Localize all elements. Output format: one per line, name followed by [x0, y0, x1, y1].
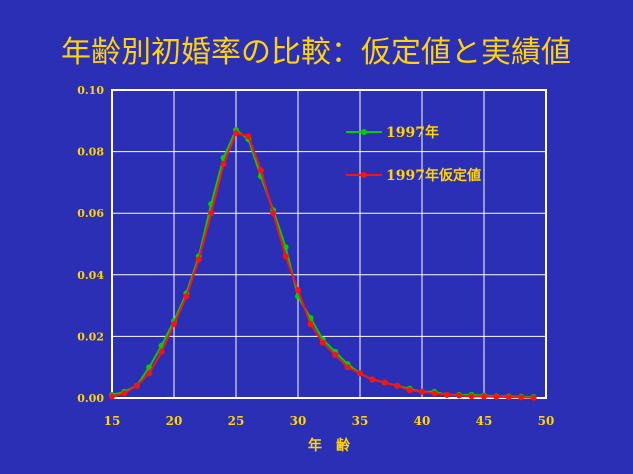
data-point	[493, 393, 500, 400]
data-point	[332, 351, 339, 358]
y-tick-label: 0.04	[77, 269, 104, 282]
legend-label-1997: 1997年	[386, 124, 439, 141]
data-point	[381, 379, 388, 386]
data-point	[233, 130, 239, 137]
data-point	[518, 394, 525, 401]
x-axis-label: 年 齢	[308, 437, 351, 454]
legend-marker-1997-assumed	[361, 172, 367, 178]
series-layer	[109, 127, 537, 401]
x-tick-label: 15	[104, 414, 121, 428]
data-point	[394, 382, 401, 389]
data-point	[456, 392, 463, 399]
legend-marker-1997	[361, 129, 367, 135]
x-tick-label: 35	[352, 414, 369, 428]
legend: 1997年 1997年仮定値	[346, 124, 481, 184]
y-axis-tick-labels: 0.00 0.02 0.04 0.06 0.08 0.10	[77, 84, 104, 405]
data-point	[146, 364, 153, 371]
data-point	[431, 390, 438, 397]
data-point	[195, 256, 202, 263]
grid	[112, 90, 546, 398]
chart-title: 年齢別初婚率の比較：仮定値と実績値	[61, 35, 571, 70]
y-tick-label: 0.02	[77, 330, 104, 343]
x-axis-tick-labels: 15 20 25 30 35 40 45 50	[104, 414, 555, 428]
data-point	[443, 391, 450, 398]
data-point	[468, 393, 475, 400]
data-point	[270, 210, 277, 217]
data-point	[307, 321, 314, 328]
x-tick-label: 20	[166, 414, 183, 428]
data-point	[344, 364, 351, 371]
data-point	[183, 293, 190, 300]
data-point	[109, 393, 115, 400]
y-tick-label: 0.00	[77, 392, 104, 405]
data-point	[220, 160, 227, 167]
x-tick-label: 30	[290, 414, 307, 428]
x-tick-label: 40	[414, 414, 431, 428]
legend-label-1997-assumed: 1997年仮定値	[386, 167, 481, 184]
data-point	[295, 287, 301, 294]
y-tick-label: 0.10	[77, 84, 104, 97]
data-point	[406, 387, 413, 394]
x-tick-label: 50	[538, 414, 555, 428]
data-point	[245, 133, 252, 140]
data-point	[121, 390, 128, 397]
data-point	[282, 253, 289, 260]
x-tick-label: 45	[476, 414, 493, 428]
data-point	[357, 370, 363, 377]
data-point	[208, 210, 215, 217]
plot-area	[111, 89, 547, 399]
data-point	[419, 388, 425, 395]
data-point	[505, 394, 512, 401]
y-tick-label: 0.08	[77, 146, 104, 159]
data-point	[158, 348, 165, 355]
data-point	[369, 376, 376, 383]
data-point	[530, 394, 537, 401]
data-point	[481, 393, 487, 400]
series-1	[109, 130, 537, 401]
data-point	[171, 321, 177, 328]
data-point	[133, 382, 140, 389]
data-point	[319, 339, 326, 346]
data-point	[146, 370, 153, 377]
x-tick-label: 25	[228, 414, 245, 428]
data-point	[257, 167, 264, 174]
y-tick-label: 0.06	[77, 207, 104, 220]
